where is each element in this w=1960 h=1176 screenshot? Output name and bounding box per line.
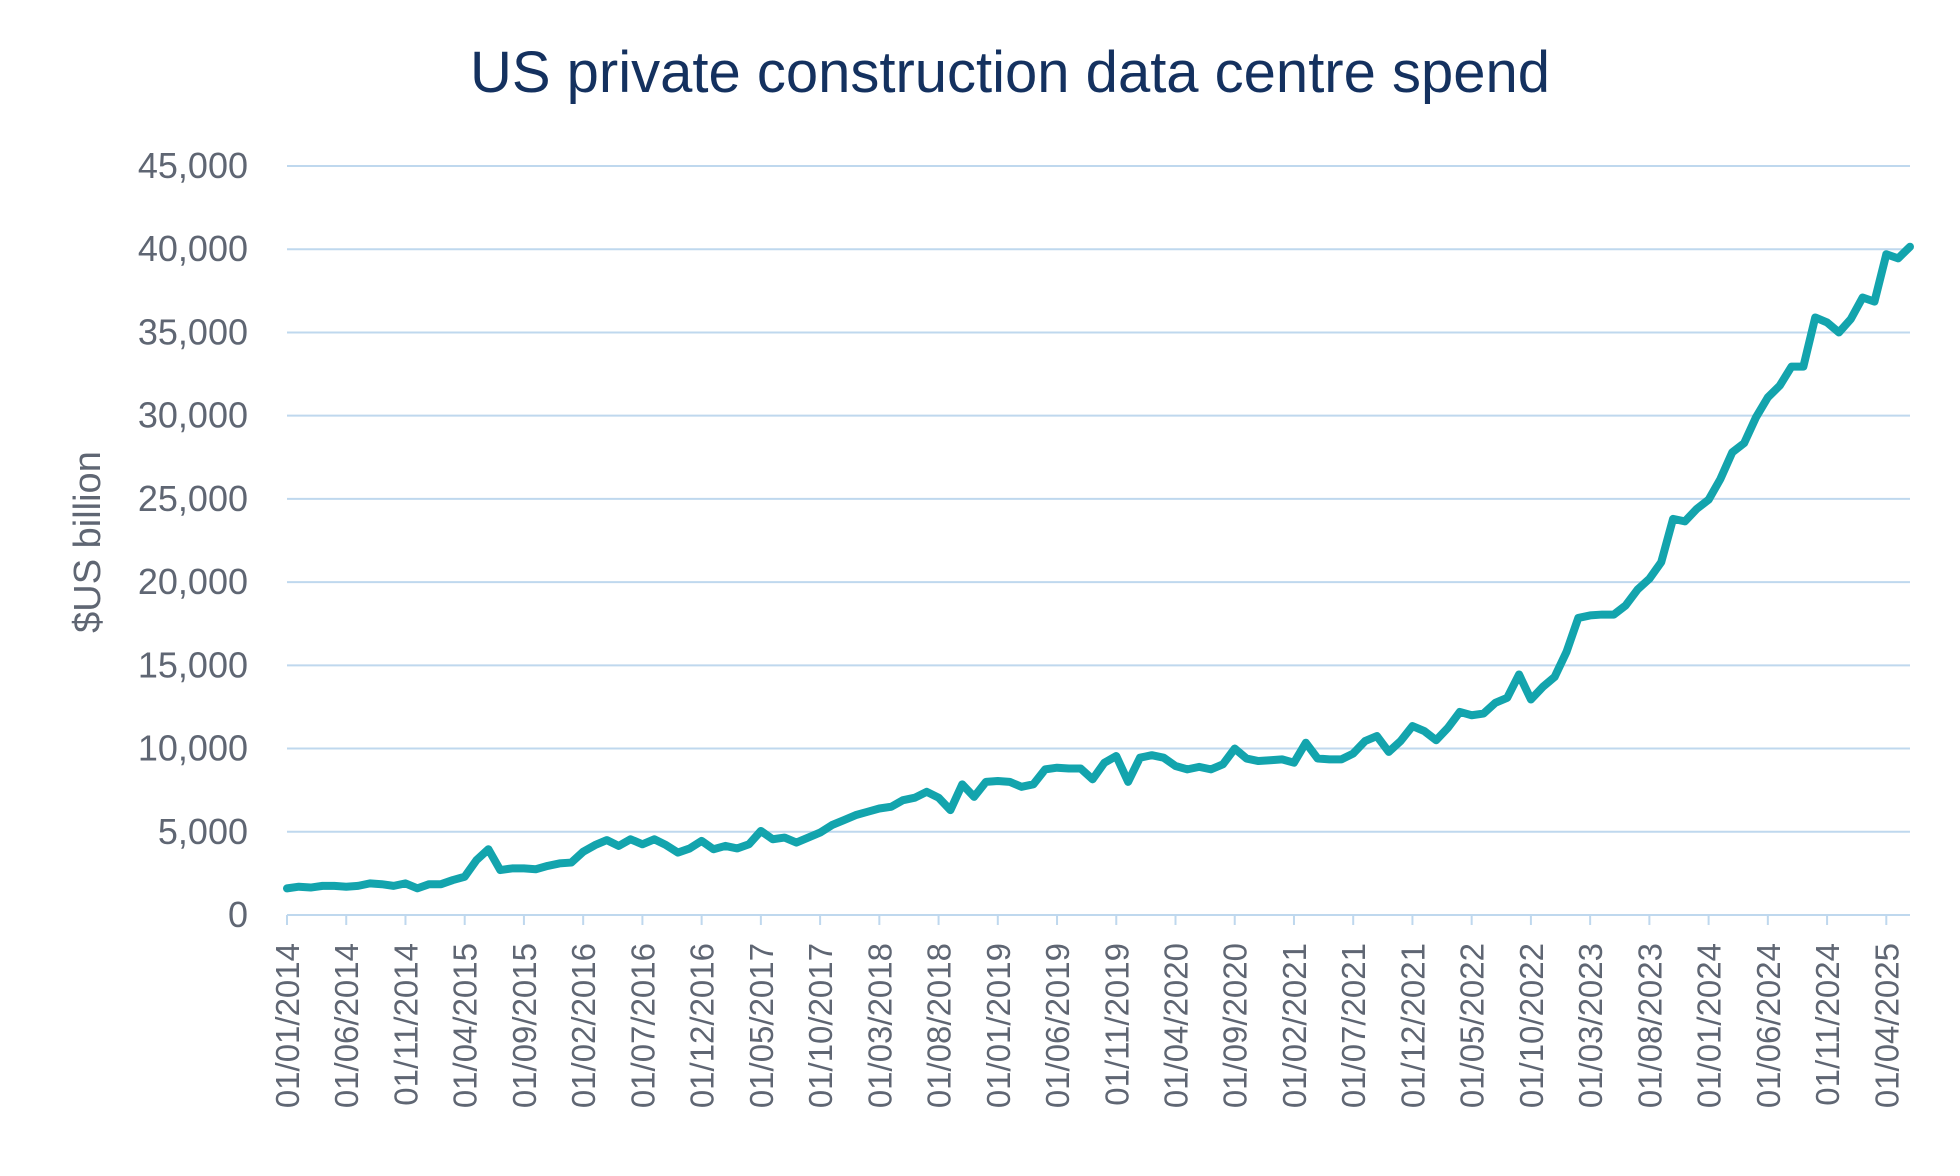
x-tick-label: 01/12/2021: [1394, 943, 1431, 1108]
x-tick-label: 01/10/2017: [802, 943, 839, 1108]
series-line: [283, 242, 1914, 893]
x-tick-label: 01/04/2020: [1158, 943, 1195, 1108]
y-tick-label: 0: [228, 894, 248, 935]
x-tick-label: 01/03/2023: [1572, 943, 1609, 1108]
y-tick-label: 15,000: [138, 644, 248, 685]
x-tick-label: 01/03/2018: [861, 943, 898, 1108]
y-tick-label: 25,000: [138, 478, 248, 519]
y-tick-label: 35,000: [138, 311, 248, 352]
y-tick-label: 40,000: [138, 228, 248, 269]
y-tick-label: 5,000: [158, 811, 248, 852]
x-tick-label: 01/11/2014: [387, 943, 424, 1106]
x-tick-label: 01/01/2024: [1691, 943, 1728, 1108]
x-tick-label: 01/10/2022: [1513, 943, 1550, 1108]
x-tick-label: 01/05/2022: [1454, 943, 1491, 1108]
y-tick-label: 10,000: [138, 728, 248, 769]
x-tick-label: 01/08/2018: [921, 943, 958, 1108]
x-tick-label: 01/08/2023: [1631, 943, 1668, 1108]
chart-title: US private construction data centre spen…: [470, 40, 1550, 105]
y-tick-label: 45,000: [138, 145, 248, 186]
y-tick-label: 30,000: [138, 395, 248, 436]
x-axis-ticks: 01/01/2014 01/06/2014 01/11/2014 01/04/2015…: [269, 915, 1905, 1108]
x-tick-label: 01/06/2014: [328, 943, 365, 1108]
x-tick-label: 01/11/2019: [1098, 943, 1135, 1106]
x-tick-label: 01/09/2015: [506, 943, 543, 1108]
x-tick-label: 01/06/2024: [1750, 943, 1787, 1108]
y-axis-label: $US billion: [67, 451, 109, 633]
x-tick-label: 01/06/2019: [1039, 943, 1076, 1108]
x-tick-label: 01/02/2021: [1276, 943, 1313, 1108]
x-tick-label: 01/04/2015: [447, 943, 484, 1108]
gridlines: [287, 165, 1910, 833]
x-tick-label: 01/11/2024: [1809, 943, 1846, 1106]
x-tick-label: 01/09/2020: [1217, 943, 1254, 1108]
y-tick-label: 20,000: [138, 561, 248, 602]
x-tick-label: 01/07/2021: [1335, 943, 1372, 1108]
x-tick-label: 01/01/2019: [980, 943, 1017, 1108]
x-tick-label: 01/01/2014: [269, 943, 306, 1108]
x-tick-label: 01/05/2017: [743, 943, 780, 1108]
x-tick-label: 01/07/2016: [624, 943, 661, 1108]
x-tick-label: 01/12/2016: [684, 943, 721, 1108]
y-axis-ticks: 0 5,000 10,000 15,000 20,000 25,000 30,000 35,0…: [138, 145, 248, 935]
x-tick-label: 01/02/2016: [565, 943, 602, 1108]
x-tick-label: 01/04/2025: [1868, 943, 1905, 1108]
